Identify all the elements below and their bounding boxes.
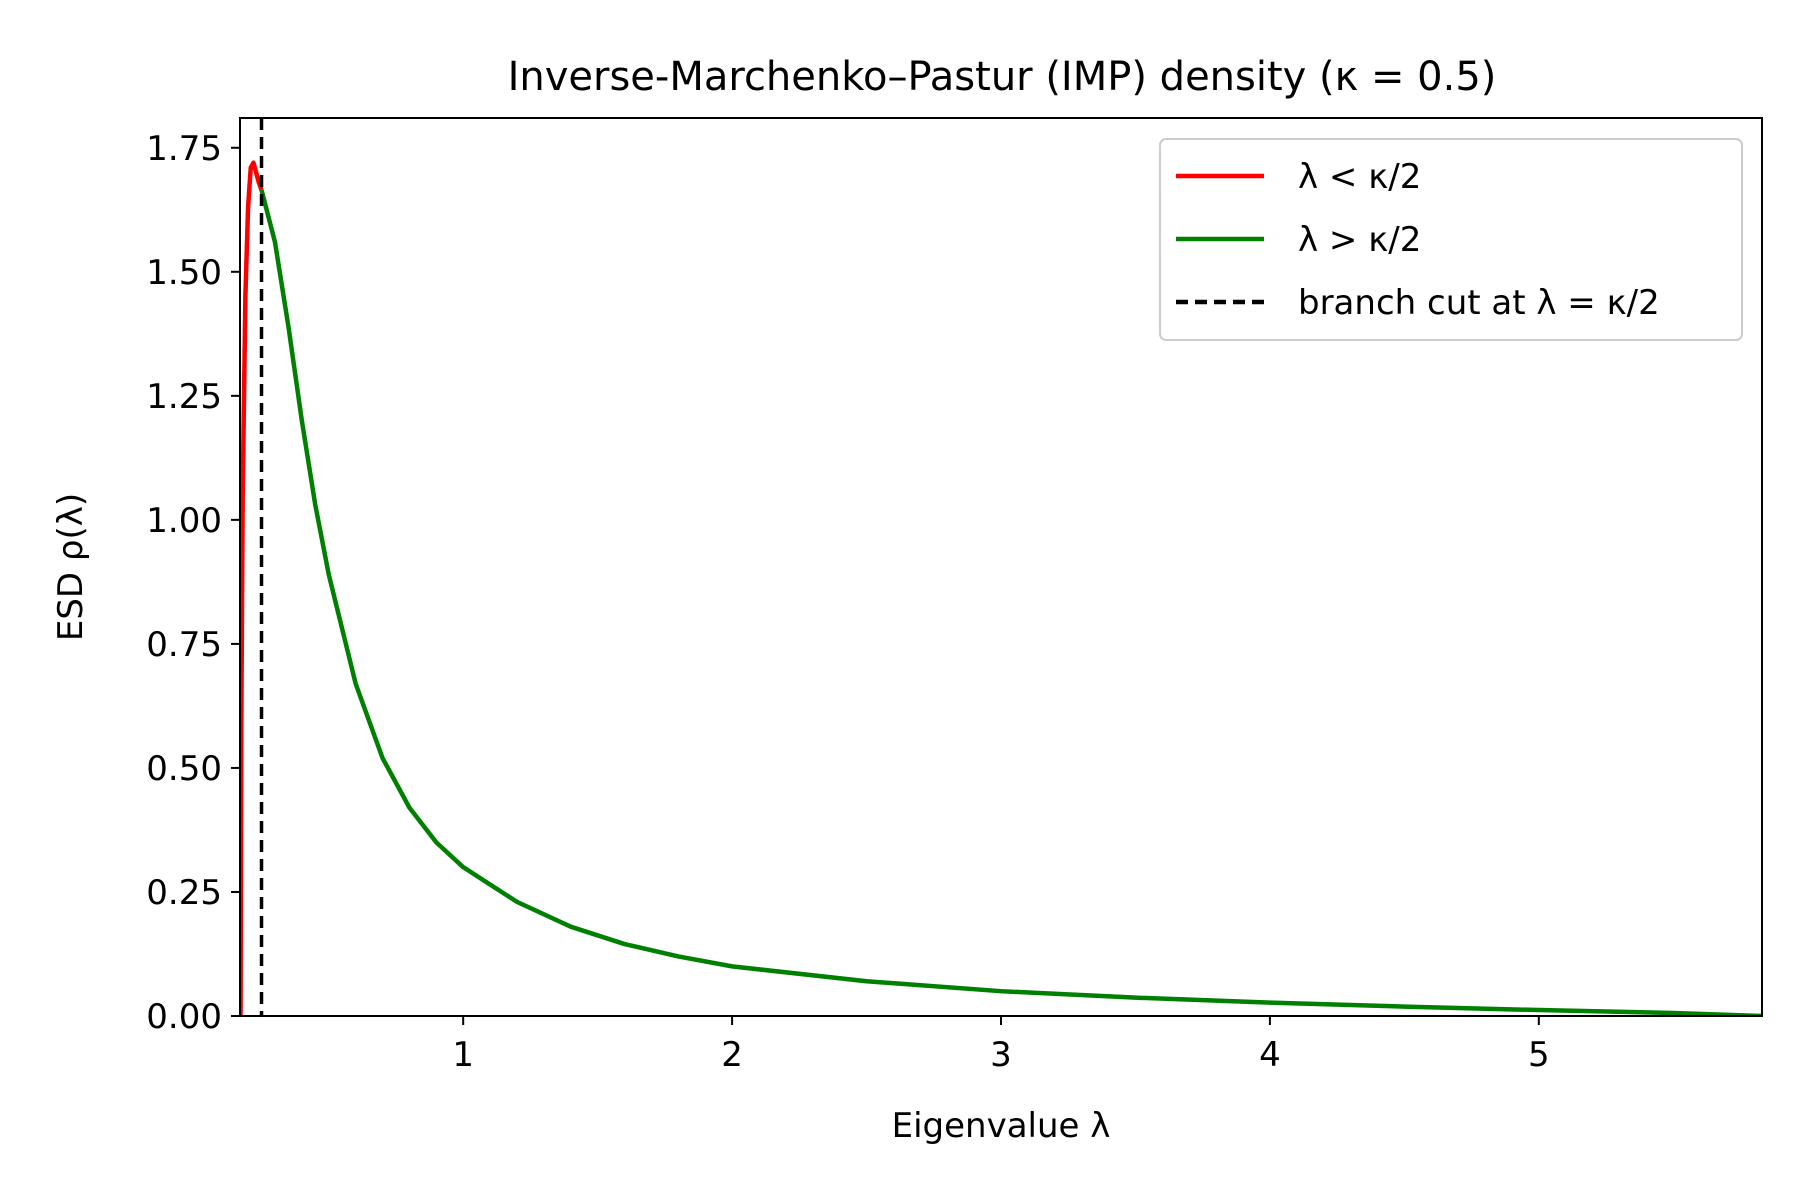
y-tick-label: 0.50 (146, 749, 222, 789)
series-line-1 (259, 189, 1762, 1016)
x-tick-label: 2 (721, 1035, 743, 1075)
x-tick-label: 1 (452, 1035, 474, 1075)
y-tick-label: 0.00 (146, 997, 222, 1037)
y-tick-label: 1.25 (146, 377, 222, 417)
x-tick-label: 5 (1528, 1035, 1550, 1075)
x-tick-label: 4 (1259, 1035, 1281, 1075)
x-tick-label: 3 (990, 1035, 1012, 1075)
y-axis-label: ESD ρ(λ) (51, 493, 91, 641)
y-tick-label: 1.75 (146, 129, 222, 169)
legend: λ < κ/2 λ > κ/2 branch cut at λ = κ/2 (1159, 138, 1743, 341)
y-tick-label: 1.00 (146, 501, 222, 541)
series-line-0 (240, 160, 264, 1016)
series-layer (240, 160, 1762, 1016)
y-tick-label: 0.25 (146, 873, 222, 913)
chart-title: Inverse-Marchenko–Pastur (IMP) density (… (508, 54, 1497, 100)
x-axis-label: Eigenvalue λ (892, 1106, 1111, 1146)
x-axis: 1 2 3 4 5 (452, 1016, 1550, 1075)
legend-label: λ > κ/2 (1298, 220, 1421, 260)
y-tick-label: 0.75 (146, 625, 222, 665)
legend-label: λ < κ/2 (1298, 157, 1421, 197)
y-axis: 0.00 0.25 0.50 0.75 1.00 1.25 1.50 1.75 (146, 129, 240, 1037)
legend-label: branch cut at λ = κ/2 (1298, 283, 1660, 323)
legend-box (1159, 138, 1743, 341)
y-tick-label: 1.50 (146, 253, 222, 293)
